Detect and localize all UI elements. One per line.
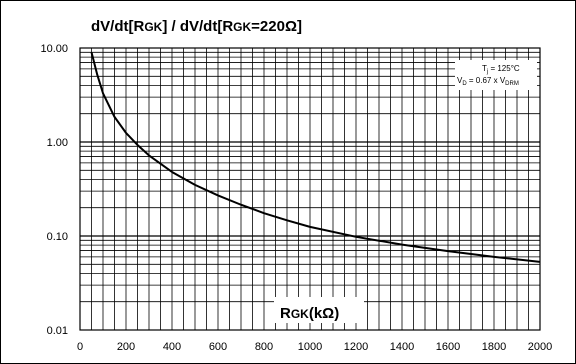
plot-frame xyxy=(79,47,541,331)
chart-title: dV/dt[RGK] / dV/dt[RGK=220Ω] xyxy=(91,18,302,35)
x-tick-labels: 0 200 400 600 800 1000 1200 1400 1600 1800 2000 xyxy=(77,341,552,353)
series-line-0 xyxy=(90,52,541,263)
x-tick-label: 1800 xyxy=(482,341,506,353)
y-tick-label: 1.00 xyxy=(47,137,68,149)
x-tick-label: 0 xyxy=(77,341,83,353)
y-tick-label: 0.01 xyxy=(47,325,68,337)
x-axis-label: RGK(kΩ) xyxy=(274,297,364,323)
series-group xyxy=(90,52,541,263)
legend-box xyxy=(455,60,537,90)
legend-line-2: VD = 0.67 x VDRM xyxy=(457,76,519,87)
x-tick-label: 1000 xyxy=(298,341,322,353)
grid xyxy=(80,48,540,330)
x-axis-label-box xyxy=(274,297,364,323)
x-tick-label: 200 xyxy=(117,341,135,353)
y-tick-labels: 10.00 1.00 0.10 0.01 xyxy=(40,43,68,337)
x-tick-label: 1200 xyxy=(344,341,368,353)
x-axis-label-text: RGK(kΩ) xyxy=(280,305,339,322)
x-tick-label: 2000 xyxy=(528,341,552,353)
x-tick-label: 1600 xyxy=(436,341,460,353)
y-tick-label: 0.10 xyxy=(47,231,68,243)
x-tick-label: 600 xyxy=(209,341,227,353)
x-tick-label: 1400 xyxy=(390,341,414,353)
y-tick-label: 10.00 xyxy=(40,43,68,55)
x-tick-label: 400 xyxy=(163,341,181,353)
x-tick-label: 800 xyxy=(255,341,273,353)
legend: Tj = 125°C VD = 0.67 x VDRM xyxy=(455,60,537,90)
legend-line-1: Tj = 125°C xyxy=(482,64,520,75)
